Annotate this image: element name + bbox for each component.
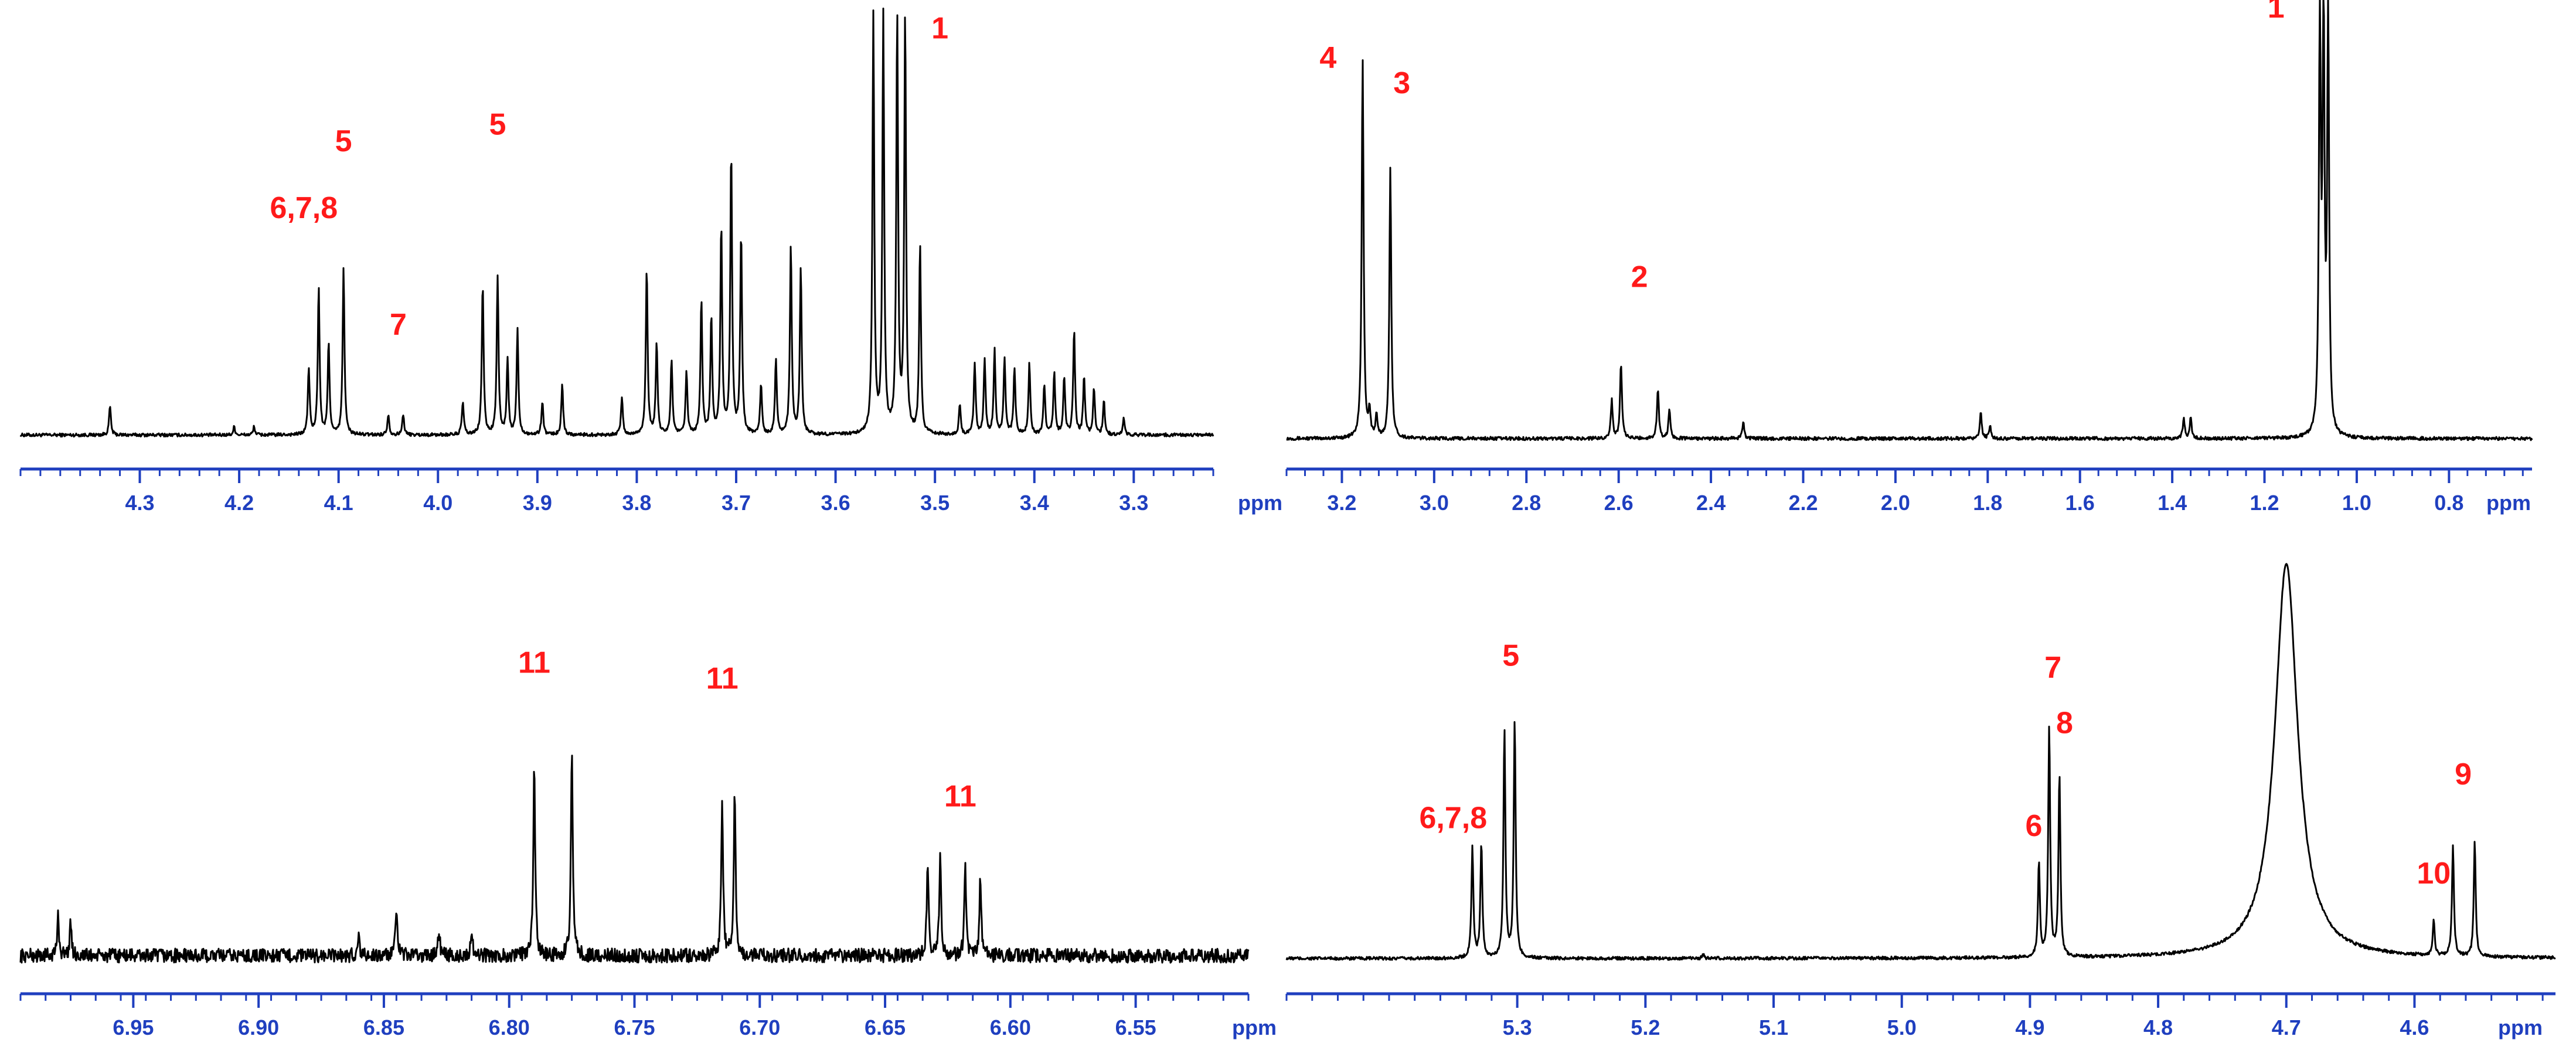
x-tick-label: 3.8 (622, 491, 651, 515)
peak-assignment-label: 1 (931, 12, 948, 46)
peak-assignment-label: 10 (2417, 857, 2451, 891)
x-tick-label: 6.80 (489, 1015, 530, 1039)
bottom-left-spectrum-panel: 6.95 6.90 6.85 6.80 6.75 6.70 6.65 6.60 6.55 ppm 1… (19, 646, 1277, 1039)
top-left-spectrum-panel: 4.3 4.2 4.1 4.0 3.9 3.8 3.7 3.6 3.5 3.4 3.3 ppm 6,7,… (19, 8, 1282, 515)
spectrum-trace (19, 755, 1250, 964)
x-tick-label: 4.6 (2400, 1015, 2429, 1039)
peak-assignment-label: 4 (1319, 41, 1336, 75)
x-axis-unit-label: ppm (1232, 1015, 1277, 1039)
x-axis-unit-label: ppm (1238, 491, 1282, 515)
x-tick-label: 6.70 (739, 1015, 780, 1039)
x-tick-label: 3.4 (1020, 491, 1049, 515)
peak-assignment-label: 7 (2044, 651, 2061, 685)
x-tick-label: 2.0 (1881, 491, 1910, 515)
x-tick-label: 6.75 (614, 1015, 655, 1039)
spectrum-trace (19, 8, 1214, 438)
x-tick-label: 1.2 (2250, 491, 2279, 515)
peak-assignment-label: 6,7,8 (270, 191, 338, 225)
x-tick-label: 3.3 (1119, 491, 1148, 515)
x-tick-label: 6.85 (363, 1015, 404, 1039)
peak-assignment-label: 5 (489, 107, 506, 141)
x-tick-label: 6.95 (113, 1015, 154, 1039)
peak-assignment-label: 11 (706, 661, 739, 695)
x-tick-label: 6.65 (865, 1015, 906, 1039)
x-tick-label: 1.4 (2158, 491, 2187, 515)
x-tick-label: 3.5 (920, 491, 950, 515)
x-tick-label: 3.9 (523, 491, 552, 515)
peak-assignment-label: 2 (1631, 260, 1648, 294)
x-tick-label: 4.2 (224, 491, 254, 515)
peak-assignment-label: 8 (2056, 706, 2073, 740)
x-tick-label: 4.3 (125, 491, 154, 515)
x-tick-label: 0.8 (2434, 491, 2463, 515)
x-axis-unit-label: ppm (2486, 491, 2531, 515)
x-tick-label: 2.6 (1604, 491, 1634, 515)
peak-assignment-label: 1 (2268, 0, 2285, 25)
x-tick-label: 2.8 (1512, 491, 1541, 515)
x-tick-label: 6.55 (1115, 1015, 1156, 1039)
x-tick-label: 4.8 (2143, 1015, 2173, 1039)
x-tick-label: 1.6 (2065, 491, 2095, 515)
peak-assignment-label: 3 (1393, 66, 1410, 100)
x-tick-label: 2.4 (1696, 491, 1726, 515)
peak-assignment-label: 6 (2025, 809, 2042, 843)
bottom-right-spectrum-panel: 5.3 5.2 5.1 5.0 4.9 4.8 4.7 4.6 ppm 6,7,8 5 7 8 6 10 9 (1285, 563, 2556, 1039)
peak-assignment-label: 5 (335, 124, 352, 158)
peak-assignment-label: 5 (1502, 639, 1519, 673)
spectrum-trace (1286, 0, 2533, 441)
x-tick-label: 4.7 (2272, 1015, 2301, 1039)
x-tick-label: 4.9 (2015, 1015, 2044, 1039)
x-tick-label: 6.90 (238, 1015, 279, 1039)
x-tick-label: 3.7 (722, 491, 751, 515)
x-tick-label: 5.1 (1759, 1015, 1788, 1039)
x-tick-label: 3.0 (1420, 491, 1449, 515)
x-tick-label: 2.2 (1788, 491, 1818, 515)
top-right-spectrum-panel: 3.2 3.0 2.8 2.6 2.4 2.2 2.0 1.8 1.6 1.4 1.2 1.0 0.8 p… (1285, 0, 2533, 515)
x-tick-label: 5.3 (1503, 1015, 1532, 1039)
x-tick-label: 5.0 (1887, 1015, 1917, 1039)
x-tick-label: 3.6 (821, 491, 850, 515)
x-tick-label: 1.8 (1973, 491, 2002, 515)
x-axis-unit-label: ppm (2498, 1015, 2543, 1039)
peak-assignment-label: 11 (518, 646, 550, 680)
peak-assignment-label: 6,7,8 (1419, 801, 1487, 835)
x-tick-label: 6.60 (990, 1015, 1031, 1039)
x-tick-label: 4.1 (324, 491, 353, 515)
x-tick-label: 5.2 (1631, 1015, 1660, 1039)
peak-assignment-label: 7 (390, 308, 407, 342)
x-tick-label: 4.0 (423, 491, 452, 515)
x-tick-label: 1.0 (2342, 491, 2371, 515)
peak-assignment-label: 11 (944, 779, 976, 813)
x-tick-label: 3.2 (1327, 491, 1356, 515)
peak-assignment-label: 9 (2455, 757, 2472, 791)
spectrum-trace (1285, 563, 2556, 961)
